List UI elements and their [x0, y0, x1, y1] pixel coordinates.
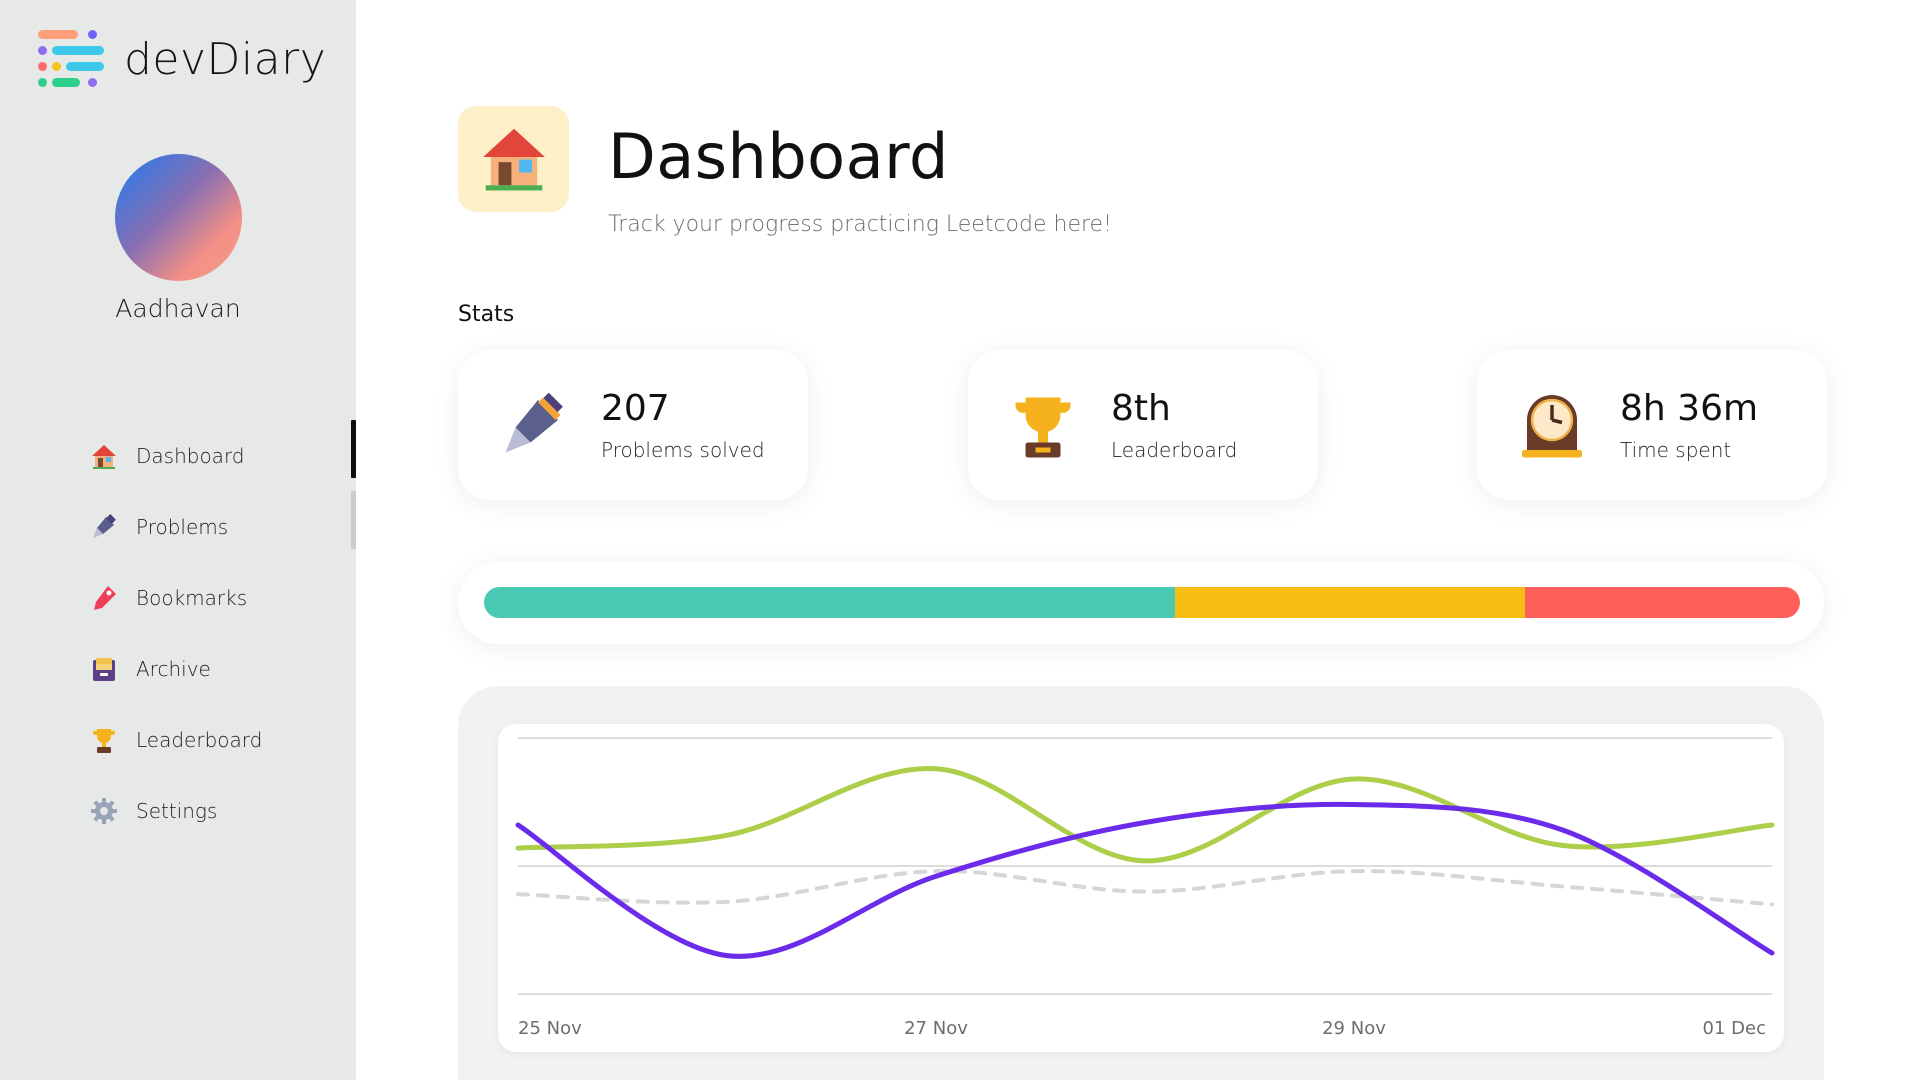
avatar[interactable] [115, 154, 242, 281]
archive-box-icon [90, 655, 118, 683]
x-tick-label: 25 Nov [518, 1018, 582, 1039]
progress-card [458, 562, 1824, 644]
progress-segment-0 [484, 587, 1175, 618]
sidebar-item-problems[interactable]: Problems [0, 491, 356, 562]
progress-segment-1 [1174, 587, 1525, 618]
trophy-icon [1008, 390, 1078, 460]
sidebar-item-label: Archive [136, 656, 211, 681]
stat-value: 8h 36m [1620, 388, 1759, 429]
stat-label: Time spent [1620, 438, 1732, 462]
sidebar-item-leaderboard[interactable]: Leaderboard [0, 704, 356, 775]
house-icon [90, 442, 118, 470]
progress-segment-2 [1524, 587, 1800, 618]
x-tick-label: 27 Nov [904, 1018, 968, 1039]
page-header-icon [458, 106, 569, 212]
series-line-1 [515, 801, 1775, 959]
x-tick-label: 29 Nov [1322, 1018, 1386, 1039]
house-icon [478, 121, 550, 197]
sidebar-item-label: Dashboard [136, 443, 245, 468]
x-tick-label: 01 Dec [1703, 1018, 1766, 1039]
sidebar-item-archive[interactable]: Archive [0, 633, 356, 704]
page-title: Dashboard [608, 120, 949, 193]
sidebar-item-dashboard[interactable]: Dashboard [0, 420, 356, 491]
stats-section-label: Stats [458, 302, 515, 327]
sidebar-item-label: Bookmarks [136, 585, 248, 610]
app-logo-icon [38, 28, 104, 90]
line-chart: 25 Nov 27 Nov 29 Nov 01 Dec [515, 737, 1775, 1039]
sidebar-nav: Dashboard Problems Bookma [0, 420, 356, 846]
series-line-0 [515, 766, 1775, 864]
gear-icon [90, 797, 118, 825]
sidebar: devDiary Aadhavan Dashboard [0, 0, 356, 1080]
active-indicator [351, 420, 356, 478]
page-subtitle: Track your progress practicing Leetcode … [608, 212, 1112, 237]
activity-chart: 25 Nov 27 Nov 29 Nov 01 Dec [498, 724, 1784, 1052]
sidebar-item-bookmarks[interactable]: Bookmarks [0, 562, 356, 633]
pen-icon [90, 513, 118, 541]
stat-card-leaderboard[interactable]: 8th Leaderboard [968, 350, 1318, 500]
pen-icon [498, 390, 568, 460]
chart-card: 25 Nov 27 Nov 29 Nov 01 Dec [458, 686, 1824, 1080]
stat-label: Problems solved [601, 438, 765, 462]
difficulty-progress-bar [484, 587, 1800, 618]
brand[interactable]: devDiary [38, 28, 326, 90]
sidebar-item-label: Settings [136, 798, 218, 823]
stat-value: 207 [601, 388, 670, 429]
sidebar-item-label: Leaderboard [136, 727, 263, 752]
sidebar-item-settings[interactable]: Settings [0, 775, 356, 846]
brand-name: devDiary [124, 33, 327, 85]
stat-card-problems-solved[interactable]: 207 Problems solved [458, 350, 808, 500]
stat-label: Leaderboard [1111, 438, 1238, 462]
bookmark-icon [90, 584, 118, 612]
trophy-icon [90, 726, 118, 754]
clock-icon [1517, 390, 1587, 460]
stat-value: 8th [1111, 388, 1171, 429]
stat-card-time-spent[interactable]: 8h 36m Time spent [1477, 350, 1827, 500]
scrollbar-thumb[interactable] [351, 491, 356, 549]
username: Aadhavan [115, 294, 241, 323]
sidebar-item-label: Problems [136, 514, 229, 539]
series-line-2 [516, 869, 1774, 907]
